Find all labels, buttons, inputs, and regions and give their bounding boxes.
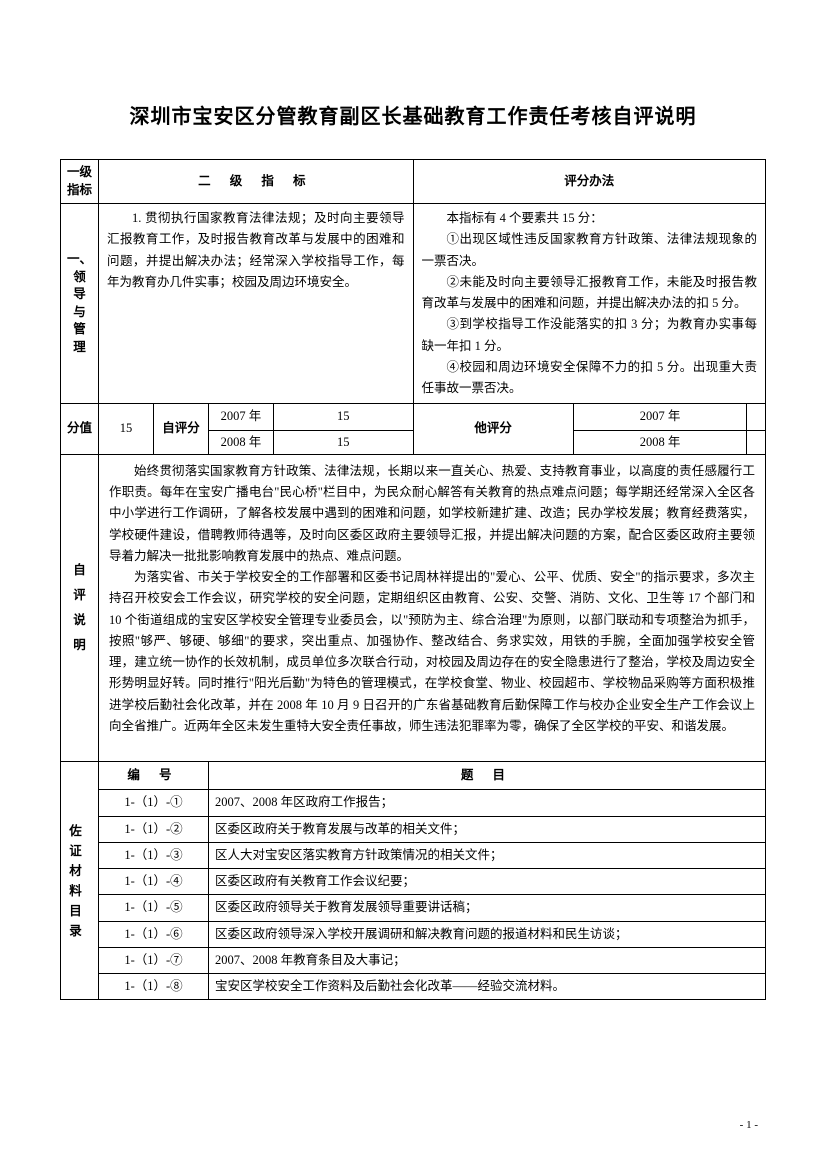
header-scoring: 评分办法 <box>413 160 765 204</box>
self-2007-value: 15 <box>274 404 414 430</box>
self-score-label: 自评分 <box>154 404 209 455</box>
evidence-row: 1-（1）-⑦ 2007、2008 年教育条目及大事记； <box>61 947 766 973</box>
evidence-title: 2007、2008 年区政府工作报告； <box>209 790 766 816</box>
evidence-row: 1-（1）-⑧ 宝安区学校安全工作资料及后勤社会化改革——经验交流材料。 <box>61 974 766 1000</box>
evidence-title: 区委区政府有关教育工作会议纪要； <box>209 869 766 895</box>
evidence-header-row: 佐证 材料 目录 编 号 题 目 <box>61 762 766 790</box>
self-2008-value: 15 <box>274 430 414 454</box>
evidence-num: 1-（1）-⑤ <box>99 895 209 921</box>
evidence-row: 1-（1）-① 2007、2008 年区政府工作报告； <box>61 790 766 816</box>
evidence-row: 1-（1）-④ 区委区政府有关教育工作会议纪要； <box>61 869 766 895</box>
score-value: 15 <box>99 404 154 455</box>
scoring-method-text: 本指标有 4 个要素共 15 分： ①出现区域性违反国家教育方针政策、法律法规现… <box>413 204 765 404</box>
page-title: 深圳市宝安区分管教育副区长基础教育工作责任考核自评说明 <box>60 100 766 129</box>
year-2008-label: 2008 年 <box>209 430 274 454</box>
other-score-label: 他评分 <box>413 404 573 455</box>
secondary-indicator-text: 1. 贯彻执行国家教育法律法规；及时向主要领导汇报教育工作，及时报告教育改革与发… <box>99 204 414 404</box>
other-2007-label: 2007 年 <box>573 404 747 430</box>
other-2007-value <box>747 404 766 430</box>
other-2008-label: 2008 年 <box>573 430 747 454</box>
main-table: 一级指标 二 级 指 标 评分办法 一、 领 导 与 管 理 1. 贯彻执行国家… <box>60 159 766 1000</box>
self-eval-label: 自 评 说 明 <box>61 454 99 761</box>
evidence-row: 1-（1）-⑤ 区委区政府领导关于教育发展领导重要讲话稿； <box>61 895 766 921</box>
evidence-num: 1-（1）-⑦ <box>99 947 209 973</box>
evidence-num: 1-（1）-④ <box>99 869 209 895</box>
self-eval-content: 始终贯彻落实国家教育方针政策、法律法规，长期以来一直关心、热爱、支持教育事业，以… <box>99 454 766 761</box>
evidence-num: 1-（1）-② <box>99 816 209 842</box>
year-2007-label: 2007 年 <box>209 404 274 430</box>
evidence-title: 2007、2008 年教育条目及大事记； <box>209 947 766 973</box>
header-primary: 一级指标 <box>61 160 99 204</box>
evidence-row: 1-（1）-③ 区人大对宝安区落实教育方针政策情况的相关文件； <box>61 842 766 868</box>
page-number: - 1 - <box>740 1119 758 1131</box>
score-row-1: 分值 15 自评分 2007 年 15 他评分 2007 年 <box>61 404 766 430</box>
indicator-row: 一、 领 导 与 管 理 1. 贯彻执行国家教育法律法规；及时向主要领导汇报教育… <box>61 204 766 404</box>
evidence-num-header: 编 号 <box>99 762 209 790</box>
evidence-row: 1-（1）-⑥ 区委区政府领导深入学校开展调研和解决教育问题的报道材料和民生访谈… <box>61 921 766 947</box>
evidence-num: 1-（1）-⑧ <box>99 974 209 1000</box>
score-label: 分值 <box>61 404 99 455</box>
evidence-num: 1-（1）-⑥ <box>99 921 209 947</box>
evidence-num: 1-（1）-① <box>99 790 209 816</box>
self-eval-row: 自 评 说 明 始终贯彻落实国家教育方针政策、法律法规，长期以来一直关心、热爱、… <box>61 454 766 761</box>
evidence-section-label: 佐证 材料 目录 <box>61 762 99 1000</box>
evidence-title: 宝安区学校安全工作资料及后勤社会化改革——经验交流材料。 <box>209 974 766 1000</box>
evidence-title: 区委区政府领导深入学校开展调研和解决教育问题的报道材料和民生访谈； <box>209 921 766 947</box>
evidence-title: 区委区政府领导关于教育发展领导重要讲话稿； <box>209 895 766 921</box>
evidence-title-header: 题 目 <box>209 762 766 790</box>
evidence-num: 1-（1）-③ <box>99 842 209 868</box>
table-header-row: 一级指标 二 级 指 标 评分办法 <box>61 160 766 204</box>
evidence-title: 区人大对宝安区落实教育方针政策情况的相关文件； <box>209 842 766 868</box>
header-primary-text: 一级指标 <box>65 164 94 199</box>
evidence-title: 区委区政府关于教育发展与改革的相关文件； <box>209 816 766 842</box>
primary-indicator-1: 一、 领 导 与 管 理 <box>61 204 99 404</box>
other-2008-value <box>747 430 766 454</box>
header-secondary: 二 级 指 标 <box>99 160 414 204</box>
evidence-row: 1-（1）-② 区委区政府关于教育发展与改革的相关文件； <box>61 816 766 842</box>
